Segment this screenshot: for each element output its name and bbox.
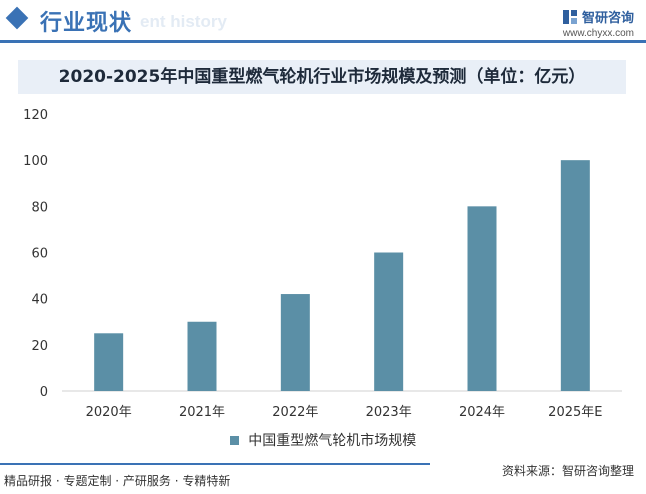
chart-title-band: 2020-2025年中国重型燃气轮机行业市场规模及预测（单位：亿元） — [18, 60, 626, 94]
y-tick-label: 20 — [31, 339, 48, 354]
bar — [187, 321, 217, 391]
y-tick-label: 80 — [31, 200, 48, 215]
footer-source: 资料来源：智研咨询整理 — [501, 464, 634, 478]
x-tick-label: 2021年 — [179, 405, 225, 420]
y-tick-label: 0 — [40, 385, 48, 400]
footer-services: 精品研报 · 专题定制 · 产研服务 · 专精特新 — [4, 474, 231, 488]
x-tick-label: 2024年 — [459, 405, 505, 420]
header: 行业现状 ent history 智研咨询 www.chyxx.com — [0, 0, 646, 46]
legend-swatch — [229, 435, 239, 445]
brand-url: www.chyxx.com — [562, 28, 634, 39]
brand: 智研咨询 www.chyxx.com — [562, 7, 634, 39]
bar — [374, 252, 404, 391]
y-tick-label: 100 — [23, 154, 48, 169]
x-tick-label: 2023年 — [366, 405, 412, 420]
x-tick-label: 2022年 — [272, 405, 318, 420]
bar — [280, 294, 310, 391]
y-tick-label: 120 — [23, 108, 48, 123]
chart-legend: 中国重型燃气轮机市场规模 — [0, 430, 646, 450]
y-tick-label: 40 — [31, 293, 48, 308]
footer-divider — [0, 463, 430, 465]
brand-name: 智研咨询 — [581, 11, 634, 26]
brand-logo-icon — [562, 9, 577, 24]
legend-label: 中国重型燃气轮机市场规模 — [248, 433, 417, 449]
x-tick-label: 2025年E — [548, 405, 602, 420]
section-subtitle: ent history — [140, 12, 227, 31]
header-divider — [0, 40, 646, 43]
bar — [560, 160, 590, 391]
chart-title: 2020-2025年中国重型燃气轮机行业市场规模及预测（单位：亿元） — [58, 67, 586, 87]
x-tick-label: 2020年 — [86, 405, 132, 420]
section-title: 行业现状 — [40, 11, 133, 36]
bar — [94, 333, 124, 391]
bar — [467, 206, 497, 391]
y-tick-label: 60 — [31, 247, 48, 262]
